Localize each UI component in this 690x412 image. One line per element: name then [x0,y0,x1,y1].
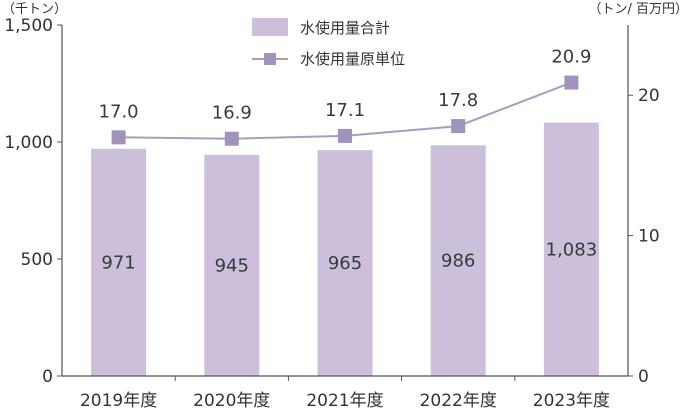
right-tick-label: 20 [638,86,660,106]
line-value-label: 17.0 [99,101,139,122]
bar-2 [204,154,260,376]
line-marker-2 [224,131,239,146]
legend: 水使用量合計 水使用量原単位 [252,18,405,68]
bar-1 [91,148,147,376]
bar-3 [317,150,373,376]
left-tick-label: 1,500 [4,16,53,36]
legend-marker-intensity [264,53,276,65]
bar-value-label: 945 [215,255,249,276]
legend-label-intensity: 水使用量原単位 [300,50,405,68]
line-value-label: 20.9 [551,47,591,68]
x-tick-label: 2020年度 [193,391,270,411]
legend-swatch-total [252,18,288,36]
legend-label-total: 水使用量合計 [300,19,390,37]
bar-value-label: 965 [328,253,362,274]
line-marker-3 [338,128,352,143]
bar-value-label: 1,083 [546,239,598,260]
bar-value-label: 986 [441,251,475,272]
line-value-label: 17.1 [325,100,365,121]
right-axis-unit: （トン/ 百万円） [588,2,688,17]
left-tick-label: 500 [21,250,53,270]
x-tick-label: 2023年度 [533,391,610,411]
line-value-label: 17.8 [438,90,478,111]
left-tick-label: 0 [42,367,53,387]
left-axis-unit: （千トン） [2,2,67,17]
x-tick-label: 2022年度 [420,391,497,411]
right-tick-label: 10 [638,227,660,247]
line-marker-5 [564,75,579,90]
line-value-label: 16.9 [212,103,252,124]
bar-4 [430,145,486,376]
line-marker-4 [451,119,466,134]
right-tick-label: 0 [638,367,649,387]
bar-5 [543,122,599,376]
x-tick-label: 2019年度 [80,391,157,411]
x-tick-label: 2021年度 [306,391,383,411]
left-tick-label: 1,000 [4,133,53,153]
bar-value-label: 971 [101,252,135,273]
line-marker-1 [111,130,126,145]
